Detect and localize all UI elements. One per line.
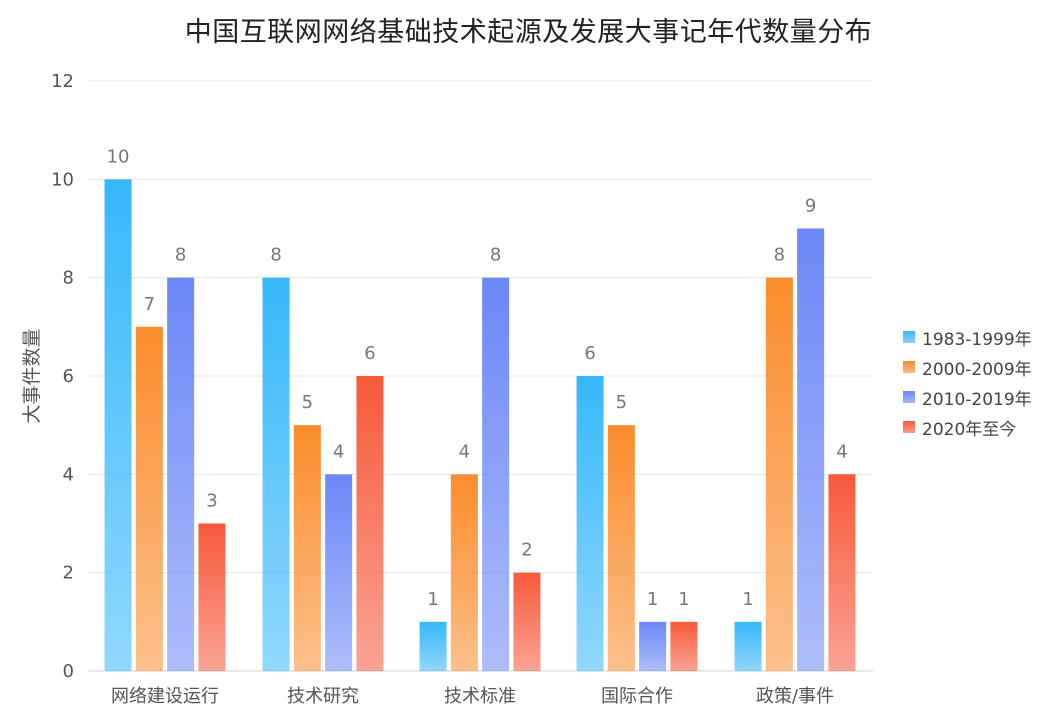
y-tick-label: 10 <box>51 169 74 190</box>
data-label: 8 <box>175 245 186 266</box>
bar <box>198 523 226 671</box>
x-axis-ticks: 网络建设运行 技术研究 技术标准 国际合作 政策/事件 <box>111 686 834 707</box>
y-axis-label: 大事件数量 <box>21 328 43 423</box>
chart-title: 中国互联网网络基础技术起源及发展大事记年代数量分布 <box>184 17 873 48</box>
legend-item: 2020年至今 <box>903 412 1032 442</box>
legend-item: 2010-2019年 <box>903 382 1032 412</box>
data-label: 2 <box>521 540 532 561</box>
bars <box>104 179 856 672</box>
data-label: 4 <box>459 441 470 462</box>
y-tick-label: 2 <box>63 563 74 584</box>
data-label: 5 <box>616 392 627 413</box>
data-label: 6 <box>364 343 375 364</box>
x-tick-label: 国际合作 <box>601 686 673 707</box>
data-label: 1 <box>742 589 753 610</box>
y-tick-label: 6 <box>63 366 74 387</box>
x-tick-label: 政策/事件 <box>756 686 834 707</box>
bar <box>828 474 856 671</box>
legend-swatch <box>903 421 915 433</box>
bar <box>639 621 667 671</box>
bar <box>576 376 604 671</box>
y-tick-label: 4 <box>63 464 74 485</box>
bar <box>450 474 478 671</box>
data-label: 1 <box>678 589 689 610</box>
data-label: 8 <box>490 245 501 266</box>
legend-item: 2000-2009年 <box>903 352 1032 382</box>
bar <box>765 277 793 671</box>
legend-label: 2020年至今 <box>922 419 1017 440</box>
bar <box>262 277 290 671</box>
bar <box>513 572 541 671</box>
data-label: 10 <box>107 146 130 167</box>
y-tick-label: 8 <box>63 268 74 289</box>
data-label: 8 <box>270 245 281 266</box>
bar <box>135 326 163 671</box>
data-label: 1 <box>647 589 658 610</box>
bar <box>482 277 510 671</box>
data-label: 3 <box>206 491 217 512</box>
data-label: 6 <box>584 343 595 364</box>
data-label: 5 <box>302 392 313 413</box>
legend-label: 2000-2009年 <box>922 359 1032 380</box>
bar <box>607 425 635 671</box>
y-tick-label: 12 <box>51 71 74 92</box>
legend-label: 1983-1999年 <box>922 329 1032 350</box>
bar <box>293 425 321 671</box>
legend-label: 2010-2019年 <box>922 389 1032 410</box>
x-tick-label: 网络建设运行 <box>111 686 219 707</box>
data-label: 4 <box>836 441 847 462</box>
bar <box>167 277 195 671</box>
data-label: 7 <box>144 294 155 315</box>
data-label: 9 <box>805 196 816 217</box>
data-label: 1 <box>427 589 438 610</box>
data-label: 4 <box>333 441 344 462</box>
legend-swatch <box>903 331 915 343</box>
bar <box>356 376 384 671</box>
data-label: 8 <box>774 245 785 266</box>
bar <box>325 474 353 671</box>
x-tick-label: 技术标准 <box>444 686 516 707</box>
y-axis-ticks: 0 2 4 6 8 10 12 <box>51 71 74 682</box>
legend-swatch <box>903 391 915 403</box>
bar <box>670 621 698 671</box>
y-tick-label: 0 <box>63 661 74 682</box>
legend: 1983-1999年 2000-2009年 2010-2019年 2020年至今 <box>903 322 1032 442</box>
bar <box>797 228 825 671</box>
x-tick-label: 技术研究 <box>287 686 359 707</box>
legend-item: 1983-1999年 <box>903 322 1032 352</box>
bar <box>734 621 762 671</box>
bar <box>104 179 132 672</box>
legend-swatch <box>903 361 915 373</box>
bar <box>419 621 447 671</box>
